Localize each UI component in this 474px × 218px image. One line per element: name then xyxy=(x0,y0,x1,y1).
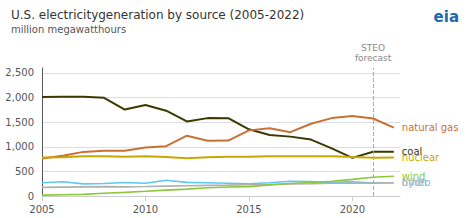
svg-text:natural gas: natural gas xyxy=(402,122,459,133)
svg-text:2005: 2005 xyxy=(29,204,54,215)
svg-text:500: 500 xyxy=(15,166,34,177)
svg-text:2015: 2015 xyxy=(236,204,261,215)
svg-text:eia: eia xyxy=(434,8,459,26)
svg-text:wind: wind xyxy=(402,171,426,182)
svg-text:1,000: 1,000 xyxy=(5,141,34,152)
svg-text:million megawatthours: million megawatthours xyxy=(11,24,126,35)
svg-text:2020: 2020 xyxy=(340,204,365,215)
svg-text:0: 0 xyxy=(28,191,34,202)
svg-text:2010: 2010 xyxy=(133,204,158,215)
svg-text:hydro: hydro xyxy=(401,177,431,189)
svg-text:1,500: 1,500 xyxy=(5,117,34,128)
svg-text:STEO: STEO xyxy=(361,43,385,53)
svg-text:other: other xyxy=(401,177,429,189)
svg-text:2,500: 2,500 xyxy=(5,67,34,78)
svg-text:2,000: 2,000 xyxy=(5,92,34,103)
svg-text:forecast: forecast xyxy=(355,53,392,63)
svg-text:U.S. electricitygeneration by: U.S. electricitygeneration by source (20… xyxy=(11,8,304,22)
svg-text:nuclear: nuclear xyxy=(402,152,440,163)
